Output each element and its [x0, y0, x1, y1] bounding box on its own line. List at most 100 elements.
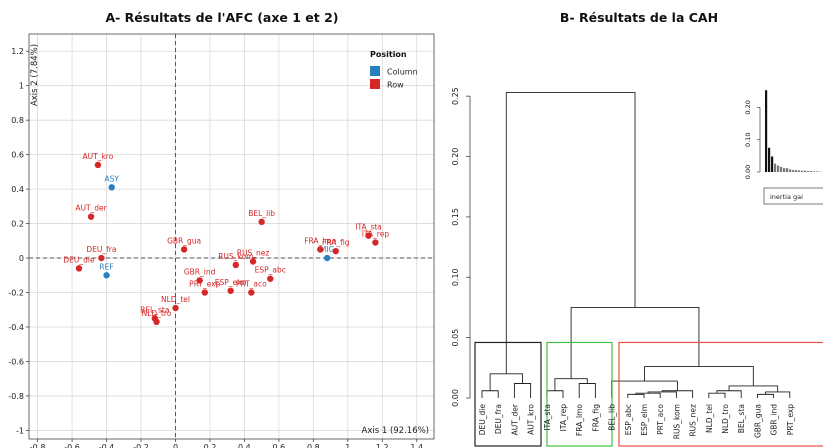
dendrogram-link — [765, 391, 791, 398]
dendrogram-link — [627, 393, 645, 398]
inset-bar — [813, 171, 816, 172]
inset-bar — [810, 171, 813, 172]
dendrogram-link — [644, 366, 754, 386]
leaf-label-esp_abc: ESP_abc — [624, 404, 633, 435]
legend-swatch-column — [370, 66, 380, 76]
dendrogram-link — [635, 392, 661, 398]
y-tick-label: 1.2 — [11, 47, 24, 56]
inset-bar — [783, 168, 786, 172]
legend-label-row: Row — [387, 81, 404, 90]
point-fra_lmo — [317, 246, 324, 253]
inset-bar — [798, 170, 801, 172]
point-label-nld_tro: NLD_tro — [142, 309, 172, 318]
point-label-fra_fig: FRA_fig — [322, 238, 350, 247]
x-tick-label: -0.8 — [30, 443, 46, 448]
leaf-label-ita_sta: ITA_sta — [543, 404, 552, 431]
inset-bar — [774, 163, 777, 172]
point-label-ita_rep: ITA_rep — [362, 230, 390, 239]
legend-title: Position — [370, 50, 407, 59]
leaf-label-gbr_ind: GBR_ind — [770, 404, 779, 436]
cah-leaf-labels: DEU_die DEU_fra AUT_der AUT_kro ITA_sta ITA_r… — [478, 403, 795, 439]
cluster-box-3 — [618, 341, 823, 447]
dendrogram-link — [513, 383, 532, 398]
x-tick-label: -0.6 — [64, 443, 80, 448]
x-tick-label: -0.4 — [99, 443, 115, 448]
x-tick-label: 1.2 — [376, 443, 389, 448]
point-label-gbr_gua: GBR_gua — [167, 236, 201, 245]
point-label-asy: ASY — [104, 174, 119, 183]
point-label-nld_tel: NLD_tel — [161, 295, 190, 304]
point-ref — [103, 272, 110, 279]
point-esp_elm — [227, 287, 234, 294]
point-label-fra_lmo: FRA_lmo — [304, 236, 336, 245]
leaf-label-aut_der: AUT_der — [510, 403, 519, 435]
afc-axes: -0.8 -0.6 -0.4 -0.2 0 0.2 0.4 0.6 0.8 1 1.2 1.4 -1 -0… — [8, 33, 435, 448]
cah-y-tick-label: 0.20 — [451, 148, 460, 166]
point-label-gbr_ind: GBR_ind — [184, 267, 216, 276]
y-tick-label: -0.2 — [8, 289, 24, 298]
dendrogram-link — [546, 390, 564, 398]
point-label-prt_exp: PRT_exp — [189, 280, 220, 289]
inset-bar — [789, 169, 792, 172]
y-tick-label: -0.8 — [8, 392, 24, 401]
dendrogram-link — [554, 378, 588, 391]
afc-legend: Position Column Row — [370, 50, 418, 90]
y-tick-label: 0.6 — [11, 151, 24, 160]
y-tick-label: -0.4 — [8, 323, 24, 332]
point-gbr_gua — [180, 246, 188, 253]
dendrogram-link — [728, 385, 779, 392]
point-label-mig: MIG — [320, 245, 335, 254]
inset-bar — [816, 171, 819, 172]
leaf-label-esp_elm: ESP_elm — [640, 404, 649, 436]
point-label-bel_lib: BEL_lib — [248, 209, 275, 218]
inset-label-box — [763, 187, 823, 205]
x-tick-label: 0 — [173, 443, 178, 448]
dendrogram-link — [578, 383, 596, 398]
leaf-label-deu_fra: DEU_fra — [494, 404, 503, 434]
inset-bar — [768, 147, 771, 172]
cah-y-tick-label: 0.25 — [451, 87, 460, 105]
cah-y-tick-label: 0.00 — [451, 389, 460, 407]
inset-bar — [786, 168, 789, 172]
dendrogram-link — [570, 306, 700, 379]
x-tick-label: 0.2 — [204, 443, 217, 448]
y-tick-label: -0.6 — [8, 357, 24, 366]
inset-bar — [792, 170, 795, 172]
cah-title: B- Résultats de la CAH — [560, 10, 718, 25]
point-fra_fig — [332, 247, 339, 255]
inset-bar — [765, 90, 768, 172]
x-tick-label: 0.6 — [273, 443, 286, 448]
afc-xlabel: Axis 1 (92.16%) — [362, 426, 430, 436]
dendrogram-link — [505, 92, 636, 374]
point-deu_fra — [98, 254, 105, 262]
cah-y-tick-label: 0.15 — [451, 208, 460, 226]
legend-swatch-row — [370, 79, 380, 89]
inset-tick-label: 0.00 — [744, 165, 752, 179]
leaf-label-rus_kom: RUS_kom — [672, 404, 681, 439]
cah-axis: 0.00 0.05 0.10 0.15 0.20 0.25 — [451, 87, 471, 407]
x-tick-label: 0.4 — [238, 443, 251, 448]
point-bel_lib — [258, 218, 265, 226]
dendrogram-link — [489, 373, 523, 391]
dendrogram-link — [481, 390, 499, 398]
point-label-prt_aco: PRT_aco — [236, 280, 267, 289]
point-rus_nez — [249, 258, 257, 265]
inset-bar — [804, 170, 807, 172]
point-label-rus_nez: RUS_nez — [237, 248, 270, 257]
leaf-label-prt_aco: PRT_aco — [656, 404, 665, 435]
point-deu_die — [75, 265, 83, 272]
x-tick-label: 0.8 — [307, 443, 320, 448]
y-tick-label: 0.8 — [11, 116, 24, 125]
inset-bar — [801, 170, 804, 172]
leaf-label-fra_fig: FRA_fig — [591, 404, 600, 432]
leaf-label-rus_nez: RUS_nez — [689, 404, 698, 437]
leaf-label-prt_exp: PRT_exp — [786, 404, 795, 435]
point-mig — [323, 254, 331, 262]
dendrogram-link — [716, 390, 742, 398]
point-label-rus_kom: RUS_kom — [218, 252, 253, 261]
afc-grid — [29, 34, 434, 439]
y-tick-label: 0 — [19, 254, 24, 263]
leaf-label-aut_kro: AUT_kro — [527, 404, 536, 435]
cah-y-tick-label: 0.05 — [451, 329, 460, 347]
